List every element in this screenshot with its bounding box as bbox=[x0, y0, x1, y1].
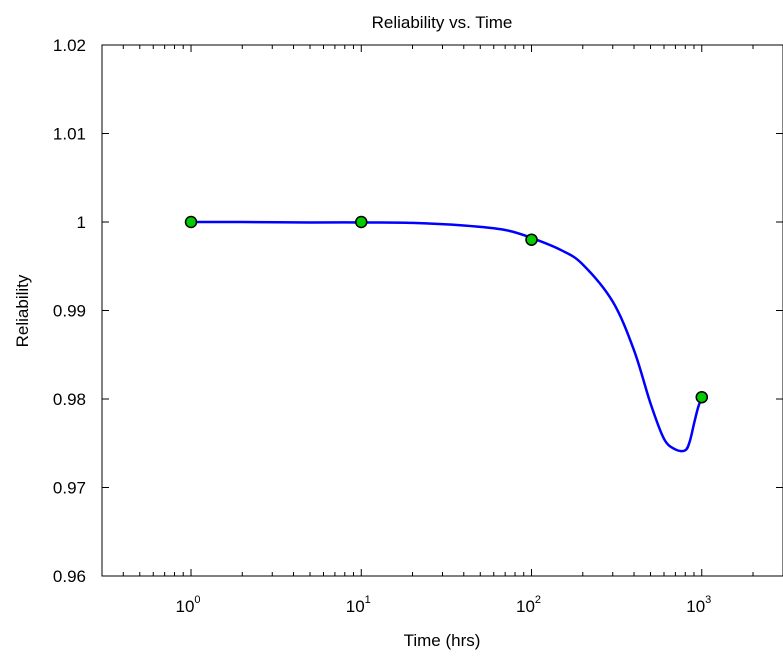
x-tick-label: 100 bbox=[175, 594, 200, 616]
y-tick-label: 0.99 bbox=[53, 302, 86, 321]
x-tick-label: 102 bbox=[516, 594, 541, 616]
x-axis-label: Time (hrs) bbox=[404, 631, 481, 650]
y-tick-label: 0.98 bbox=[53, 390, 86, 409]
y-tick-label: 1 bbox=[77, 213, 86, 232]
y-tick-label: 0.96 bbox=[53, 567, 86, 586]
data-point-marker bbox=[695, 390, 709, 404]
x-tick-labels: 100 101 102 103 bbox=[175, 594, 711, 616]
series-layer bbox=[184, 215, 709, 453]
plot-area bbox=[101, 44, 783, 577]
data-point-marker bbox=[184, 215, 198, 229]
y-tick-label: 0.97 bbox=[53, 479, 86, 498]
y-tick-label: 1.02 bbox=[53, 36, 86, 55]
x-tick-label: 101 bbox=[346, 594, 371, 616]
data-point-marker bbox=[525, 233, 538, 246]
major-ticks bbox=[102, 44, 783, 577]
y-tick-labels: 0.96 0.97 0.98 0.99 1 1.01 1.02 bbox=[53, 36, 86, 586]
y-tick-label: 1.01 bbox=[53, 125, 86, 144]
x-tick-label: 103 bbox=[686, 594, 711, 616]
data-point-marker bbox=[355, 215, 368, 229]
minor-ticks bbox=[101, 45, 754, 576]
chart-title: Reliability vs. Time bbox=[372, 13, 513, 32]
axes-box bbox=[101, 44, 783, 577]
y-axis-label: Reliability bbox=[13, 274, 32, 347]
